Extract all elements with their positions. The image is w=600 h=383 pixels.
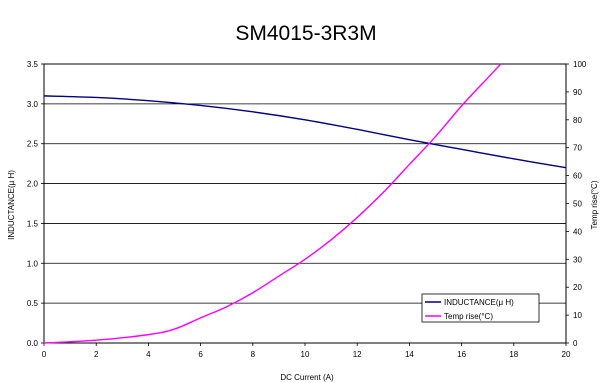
series-layer: [43, 63, 567, 344]
x-tick-label: 6: [198, 350, 203, 359]
y-left-tick-label: 0.0: [27, 339, 39, 348]
x-tick-label: 18: [509, 350, 518, 359]
x-axis-ticks: 0 2 4 6 8 10 12 14 16 18 20: [42, 343, 571, 359]
x-tick-label: 12: [353, 350, 362, 359]
y-left-tick-label: 3.5: [27, 60, 39, 69]
legend-label-temp-rise: Temp rise(°C): [444, 312, 493, 321]
y-right-tick-label: 40: [573, 227, 582, 236]
y-right-axis-label: Temp rise(°C): [590, 180, 599, 229]
y-left-tick-label: 1.0: [27, 259, 39, 268]
y-left-axis-label: INDUCTANCE(μ H): [7, 170, 16, 240]
y-right-tick-label: 30: [573, 255, 582, 264]
x-tick-label: 2: [94, 350, 99, 359]
y-left-tick-label: 2.5: [27, 140, 39, 149]
x-tick-label: 8: [251, 350, 256, 359]
x-tick-label: 4: [146, 350, 151, 359]
grid-lines: [44, 63, 566, 344]
y-left-tick-label: 2.0: [27, 180, 39, 189]
legend: INDUCTANCE(μ H) Temp rise(°C): [421, 293, 540, 323]
y-left-tick-label: 3.0: [27, 100, 39, 109]
y-right-tick-label: 80: [573, 116, 582, 125]
x-tick-label: 20: [562, 350, 571, 359]
x-tick-label: 16: [457, 350, 466, 359]
legend-box: [421, 293, 540, 323]
y-right-tick-label: 70: [573, 144, 582, 153]
y-left-axis-ticks: 0.0 0.5 1.0 1.5 2.0 2.5 3.0 3.5: [27, 60, 44, 348]
y-right-tick-label: 60: [573, 172, 582, 181]
series-line-inductance: [43, 95, 567, 169]
legend-label-inductance: INDUCTANCE(μ H): [444, 298, 514, 307]
x-axis-label: DC Current (A): [280, 373, 334, 382]
y-right-tick-label: 0: [573, 339, 578, 348]
y-left-tick-label: 1.5: [27, 219, 39, 228]
y-right-tick-label: 100: [573, 60, 587, 69]
chart-title: SM4015-3R3M: [235, 22, 376, 45]
y-right-tick-label: 90: [573, 88, 582, 97]
series-line-temp-rise: [43, 63, 502, 344]
y-right-axis-ticks: 0 10 20 30 40 50 60 70 80 90 100: [566, 60, 587, 348]
x-tick-label: 14: [405, 350, 414, 359]
y-right-tick-label: 50: [573, 200, 582, 209]
x-tick-label: 10: [301, 350, 310, 359]
y-right-tick-label: 20: [573, 283, 582, 292]
x-tick-label: 0: [42, 350, 47, 359]
y-right-tick-label: 10: [573, 311, 582, 320]
y-left-tick-label: 0.5: [27, 299, 39, 308]
